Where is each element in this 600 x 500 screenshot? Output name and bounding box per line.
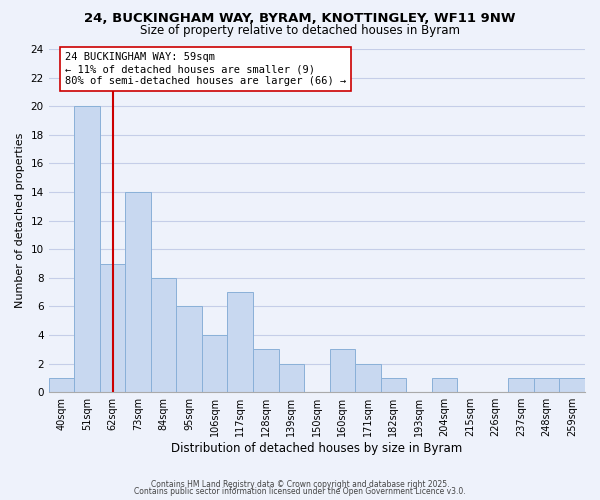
Bar bbox=[278, 364, 304, 392]
Bar bbox=[151, 278, 176, 392]
Y-axis label: Number of detached properties: Number of detached properties bbox=[15, 133, 25, 308]
Bar bbox=[559, 378, 585, 392]
Text: 24, BUCKINGHAM WAY, BYRAM, KNOTTINGLEY, WF11 9NW: 24, BUCKINGHAM WAY, BYRAM, KNOTTINGLEY, … bbox=[84, 12, 516, 26]
Bar bbox=[74, 106, 100, 392]
Bar bbox=[49, 378, 74, 392]
Bar bbox=[355, 364, 380, 392]
Bar bbox=[202, 335, 227, 392]
Text: Size of property relative to detached houses in Byram: Size of property relative to detached ho… bbox=[140, 24, 460, 37]
Text: Contains public sector information licensed under the Open Government Licence v3: Contains public sector information licen… bbox=[134, 487, 466, 496]
Bar bbox=[534, 378, 559, 392]
Bar bbox=[176, 306, 202, 392]
Bar bbox=[432, 378, 457, 392]
Bar bbox=[329, 350, 355, 392]
Text: Contains HM Land Registry data © Crown copyright and database right 2025.: Contains HM Land Registry data © Crown c… bbox=[151, 480, 449, 489]
Bar bbox=[125, 192, 151, 392]
Bar bbox=[253, 350, 278, 392]
Bar bbox=[380, 378, 406, 392]
Bar bbox=[227, 292, 253, 392]
Bar bbox=[508, 378, 534, 392]
X-axis label: Distribution of detached houses by size in Byram: Distribution of detached houses by size … bbox=[171, 442, 463, 455]
Text: 24 BUCKINGHAM WAY: 59sqm
← 11% of detached houses are smaller (9)
80% of semi-de: 24 BUCKINGHAM WAY: 59sqm ← 11% of detach… bbox=[65, 52, 346, 86]
Bar bbox=[100, 264, 125, 392]
